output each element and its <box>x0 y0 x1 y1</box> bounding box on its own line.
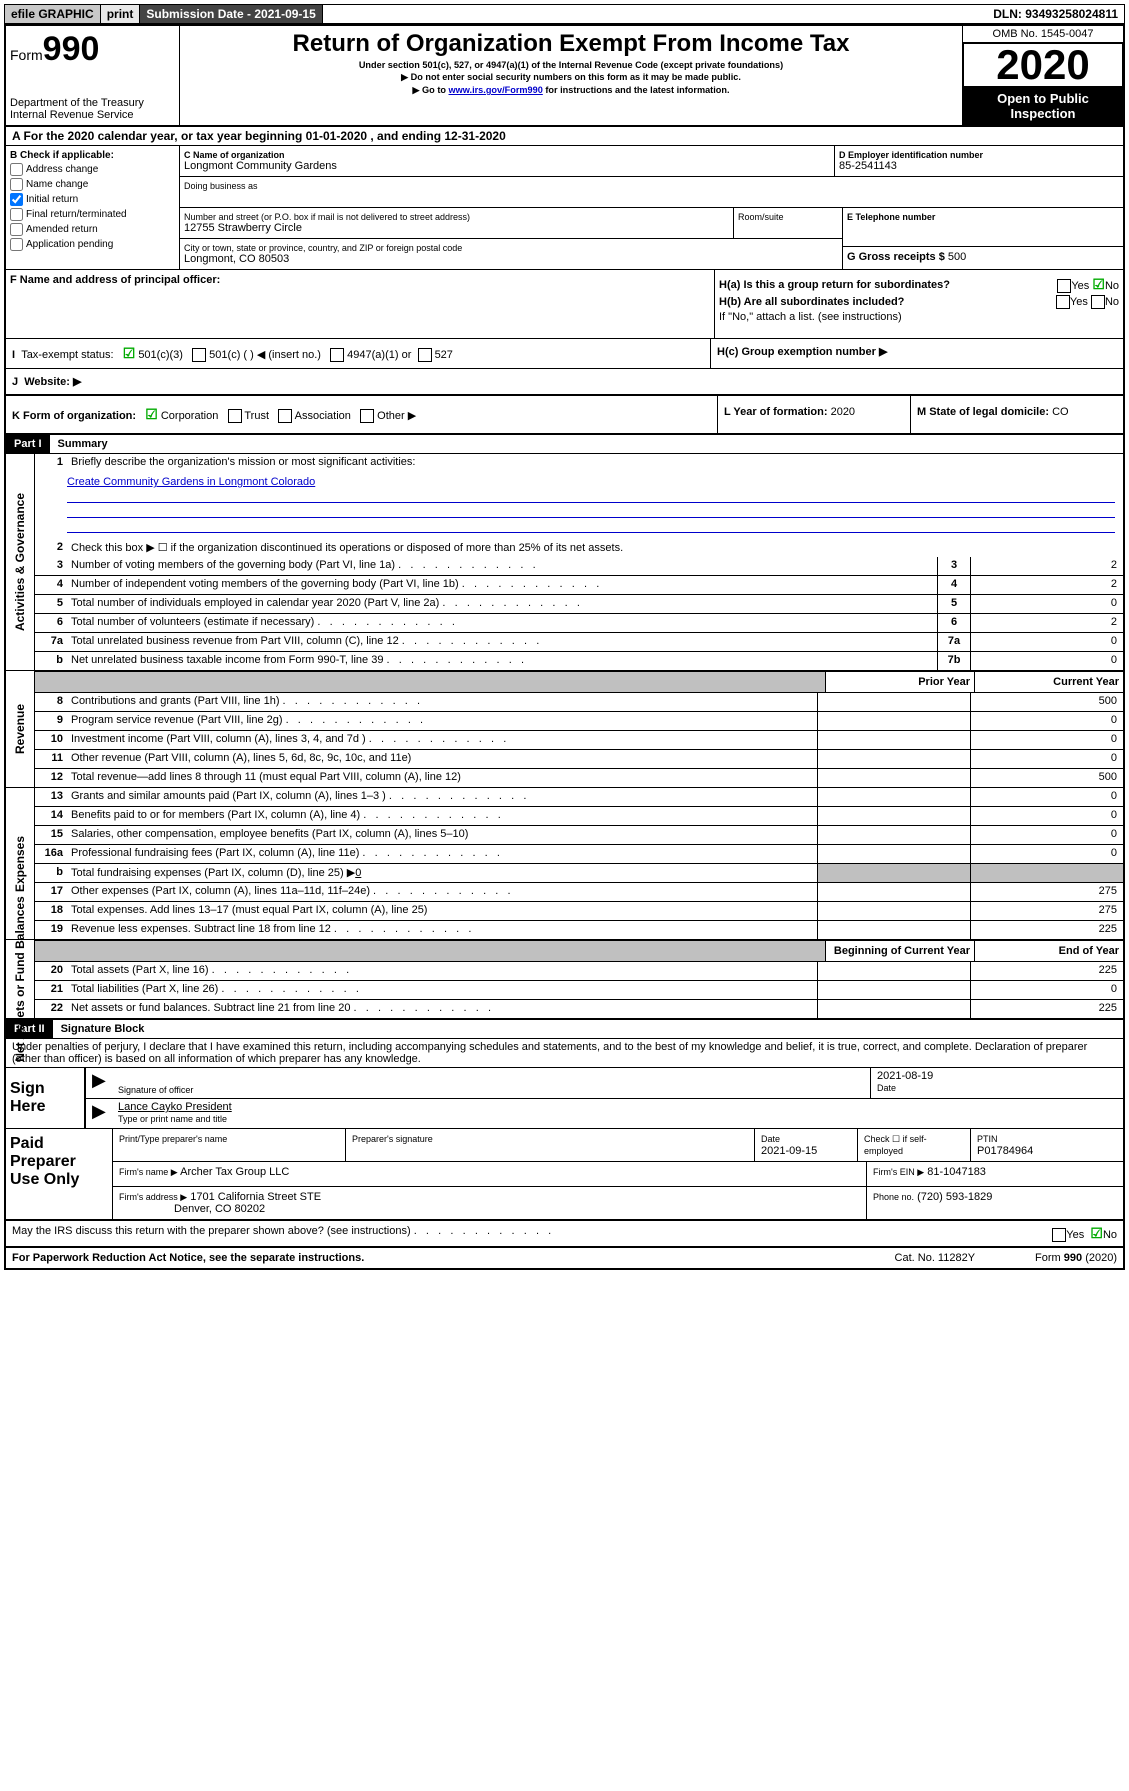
side-net: Net Assets or Fund Balances <box>6 940 35 1018</box>
line-16b: Total fundraising expenses (Part IX, col… <box>67 864 818 882</box>
top-bar: efile GRAPHIC print Submission Date - 20… <box>4 4 1125 24</box>
line-21: Total liabilities (Part X, line 26) <box>67 981 818 999</box>
box-b-checks: B Check if applicable: Address change Na… <box>6 146 180 269</box>
check-name[interactable]: Name change <box>10 178 175 191</box>
th-end: End of Year <box>975 941 1123 961</box>
check-addr[interactable]: Address change <box>10 163 175 176</box>
irs-link[interactable]: www.irs.gov/Form990 <box>449 85 543 95</box>
th-prior: Prior Year <box>826 672 975 692</box>
line-6: Total number of volunteers (estimate if … <box>67 614 938 632</box>
perjury-text: Under penalties of perjury, I declare th… <box>6 1039 1123 1068</box>
dba-label: Doing business as <box>184 181 1119 191</box>
line-19: Revenue less expenses. Subtract line 18 … <box>67 921 818 939</box>
line-17: Other expenses (Part IX, column (A), lin… <box>67 883 818 901</box>
org-name: Longmont Community Gardens <box>184 160 830 172</box>
tax-year: 2020 <box>963 43 1123 87</box>
form-title: Return of Organization Exempt From Incom… <box>188 30 954 58</box>
check-amended[interactable]: Amended return <box>10 223 175 236</box>
line-13: Grants and similar amounts paid (Part IX… <box>67 788 818 806</box>
firm-ein: 81-1047183 <box>927 1166 986 1178</box>
check-final[interactable]: Final return/terminated <box>10 208 175 221</box>
ptin-value: P01784964 <box>977 1145 1033 1157</box>
line-3: Number of voting members of the governin… <box>67 557 938 575</box>
line-18: Total expenses. Add lines 13–17 (must eq… <box>67 902 818 920</box>
h-a-row: H(a) Is this a group return for subordin… <box>719 276 1119 293</box>
efile-label: efile GRAPHIC <box>5 5 100 23</box>
room-label: Room/suite <box>738 212 838 222</box>
line-22: Net assets or fund balances. Subtract li… <box>67 1000 818 1018</box>
form-number: Form990 <box>10 30 175 69</box>
footer: For Paperwork Reduction Act Notice, see … <box>6 1248 1123 1268</box>
line-5: Total number of individuals employed in … <box>67 595 938 613</box>
box-i-status: I Tax-exempt status: ☑ 501(c)(3) 501(c) … <box>6 339 711 368</box>
mission-text: Create Community Gardens in Longmont Col… <box>67 476 1115 488</box>
form-header: Form990 Department of the Treasury Inter… <box>6 26 1123 127</box>
ein-value: 85-2541143 <box>839 160 1119 172</box>
row-a-period: A For the 2020 calendar year, or tax yea… <box>6 127 1123 146</box>
th-curr: Current Year <box>975 672 1123 692</box>
line-8: Contributions and grants (Part VIII, lin… <box>67 693 818 711</box>
line-2: Check this box ▶ ☐ if the organization d… <box>67 539 1123 557</box>
line-10: Investment income (Part VIII, column (A)… <box>67 731 818 749</box>
note-link: ▶ Go to www.irs.gov/Form990 for instruct… <box>188 85 954 96</box>
sign-here-label: Sign Here <box>6 1068 86 1128</box>
line-7b: Net unrelated business taxable income fr… <box>67 652 938 670</box>
dept-treasury: Department of the Treasury Internal Reve… <box>10 97 175 121</box>
line-7a: Total unrelated business revenue from Pa… <box>67 633 938 651</box>
check-initial[interactable]: Initial return <box>10 193 175 206</box>
h-b-note: If "No," attach a list. (see instruction… <box>719 311 1119 323</box>
part-2-header: Part IISignature Block <box>6 1020 1123 1039</box>
side-activities: Activities & Governance <box>6 454 35 670</box>
th-begin: Beginning of Current Year <box>826 941 975 961</box>
box-j-website: J Website: ▶ <box>6 369 1123 396</box>
line-1: Briefly describe the organization's miss… <box>67 454 1123 472</box>
open-public: Open to Public Inspection <box>963 87 1123 125</box>
org-name-label: C Name of organization <box>184 150 830 160</box>
discuss-row: May the IRS discuss this return with the… <box>6 1221 1123 1248</box>
street-value: 12755 Strawberry Circle <box>184 222 729 234</box>
line-15: Salaries, other compensation, employee b… <box>67 826 818 844</box>
h-c-row: H(c) Group exemption number ▶ <box>711 339 1123 368</box>
box-l-year: L Year of formation: 2020 <box>718 396 911 433</box>
paid-preparer-label: Paid Preparer Use Only <box>6 1129 113 1219</box>
line-4: Number of independent voting members of … <box>67 576 938 594</box>
gross-receipts: G Gross receipts $ 500 <box>843 246 1123 267</box>
city-value: Longmont, CO 80503 <box>184 253 838 265</box>
line-14: Benefits paid to or for members (Part IX… <box>67 807 818 825</box>
part-1-header: Part ISummary <box>6 435 1123 454</box>
prep-date: 2021-09-15 <box>761 1145 817 1157</box>
side-revenue: Revenue <box>6 671 35 787</box>
form-container: Form990 Department of the Treasury Inter… <box>4 24 1125 1270</box>
officer-name: Lance Cayko President <box>118 1101 232 1113</box>
h-b-row: H(b) Are all subordinates included? Yes … <box>719 295 1119 309</box>
box-f-officer: F Name and address of principal officer: <box>6 270 715 338</box>
street-label: Number and street (or P.O. box if mail i… <box>184 212 729 222</box>
city-label: City or town, state or province, country… <box>184 243 838 253</box>
box-m-state: M State of legal domicile: CO <box>911 396 1123 433</box>
line-16a: Professional fundraising fees (Part IX, … <box>67 845 818 863</box>
subtitle: Under section 501(c), 527, or 4947(a)(1)… <box>188 60 954 70</box>
box-k-form-org: K Form of organization: ☑ Corporation Tr… <box>6 396 718 433</box>
line-11: Other revenue (Part VIII, column (A), li… <box>67 750 818 768</box>
submission-date: Submission Date - 2021-09-15 <box>140 5 322 23</box>
self-employed-check[interactable]: Check ☐ if self-employed <box>864 1134 927 1156</box>
phone-label: E Telephone number <box>847 212 1119 222</box>
print-button[interactable]: print <box>100 5 141 23</box>
note-ssn: ▶ Do not enter social security numbers o… <box>188 72 954 83</box>
dln: DLN: 93493258024811 <box>987 5 1124 23</box>
sig-officer-label: Signature of officer <box>118 1085 193 1095</box>
ein-label: D Employer identification number <box>839 150 1119 160</box>
firm-phone: (720) 593-1829 <box>917 1191 992 1203</box>
check-app[interactable]: Application pending <box>10 238 175 251</box>
firm-addr: 1701 California Street STE <box>190 1191 321 1203</box>
line-9: Program service revenue (Part VIII, line… <box>67 712 818 730</box>
sig-date-value: 2021-08-19 <box>877 1070 1117 1082</box>
firm-name: Archer Tax Group LLC <box>180 1166 289 1178</box>
line-12: Total revenue—add lines 8 through 11 (mu… <box>67 769 818 787</box>
line-20: Total assets (Part X, line 16) <box>67 962 818 980</box>
